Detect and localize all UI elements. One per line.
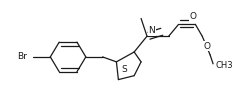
Text: O: O bbox=[204, 42, 211, 51]
Text: O: O bbox=[190, 12, 197, 21]
Text: CH3: CH3 bbox=[215, 61, 233, 70]
Text: Br: Br bbox=[17, 52, 27, 61]
Text: N: N bbox=[148, 26, 155, 35]
Text: S: S bbox=[122, 65, 127, 74]
